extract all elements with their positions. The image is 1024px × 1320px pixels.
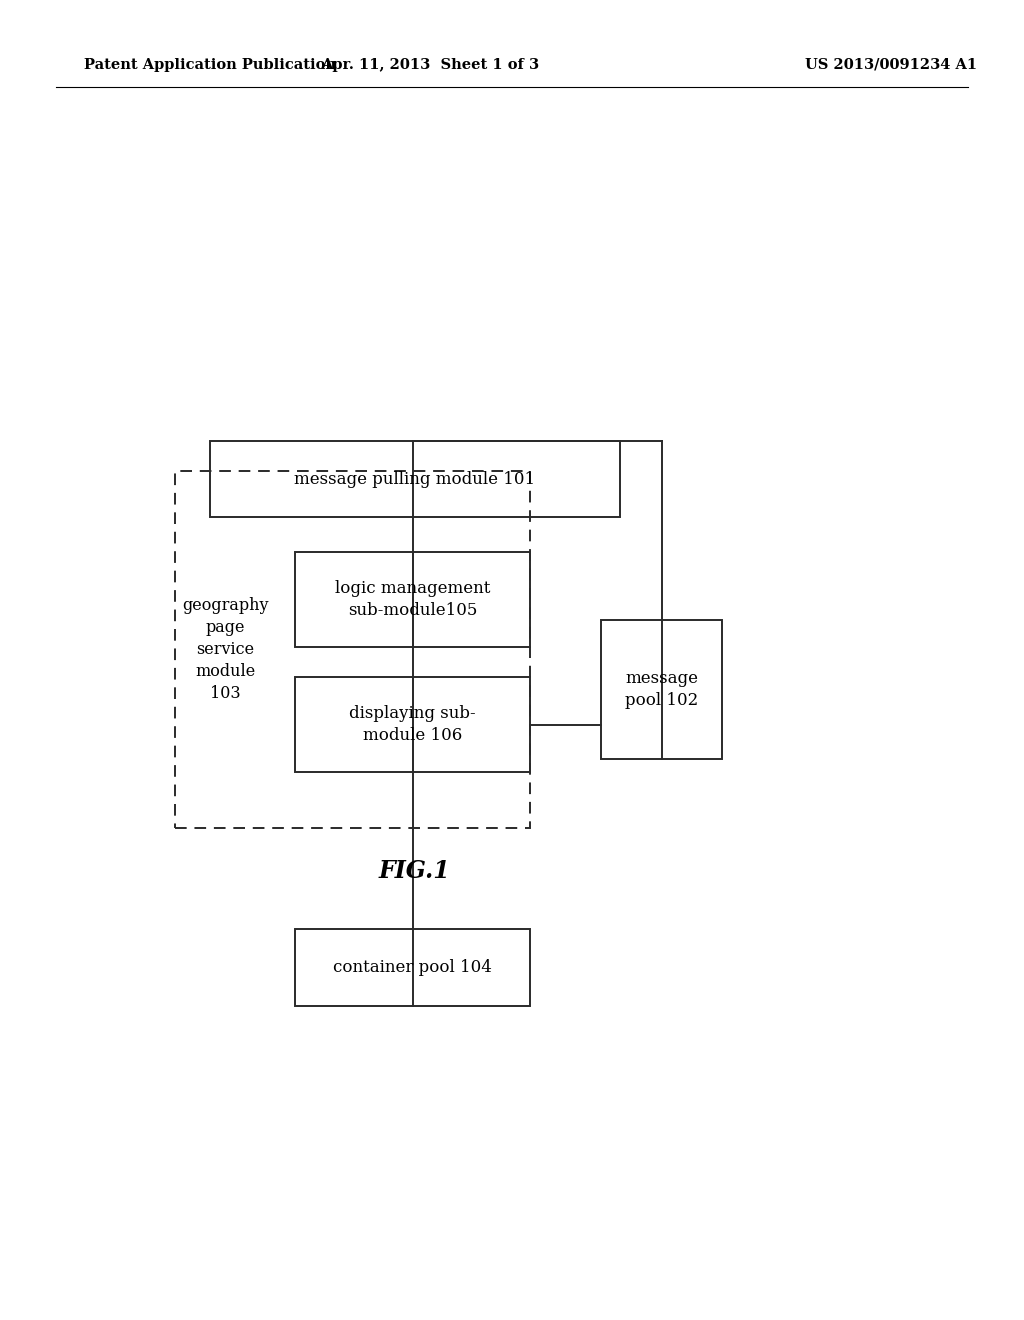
Text: Apr. 11, 2013  Sheet 1 of 3: Apr. 11, 2013 Sheet 1 of 3 [321,58,540,71]
Text: container pool 104: container pool 104 [333,960,493,975]
FancyBboxPatch shape [295,677,530,772]
Text: logic management
sub-module105: logic management sub-module105 [335,579,490,619]
Text: message pulling module 101: message pulling module 101 [294,471,536,487]
Text: US 2013/0091234 A1: US 2013/0091234 A1 [805,58,977,71]
Text: message
pool 102: message pool 102 [625,671,698,709]
FancyBboxPatch shape [295,552,530,647]
FancyBboxPatch shape [601,620,722,759]
FancyBboxPatch shape [295,929,530,1006]
Text: displaying sub-
module 106: displaying sub- module 106 [349,705,476,744]
Text: geography
page
service
module
103: geography page service module 103 [182,597,268,702]
FancyBboxPatch shape [210,441,620,517]
Text: Patent Application Publication: Patent Application Publication [84,58,336,71]
Text: FIG.1: FIG.1 [379,859,451,883]
